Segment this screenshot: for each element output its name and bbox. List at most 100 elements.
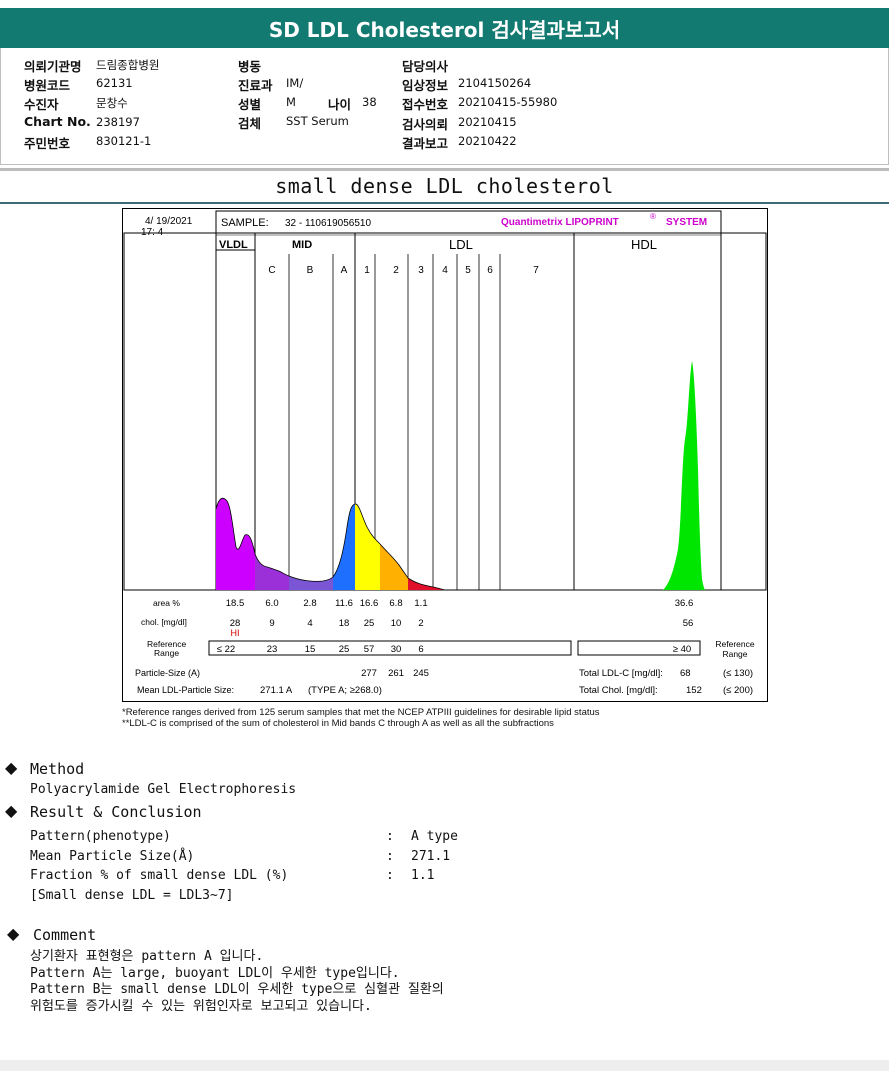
info-value: 238197 bbox=[96, 115, 140, 129]
total-chol-label: Total Chol. [mg/dl]: bbox=[579, 685, 658, 696]
row-label-ref: Reference bbox=[147, 639, 186, 649]
result-value: A type bbox=[411, 829, 458, 844]
ref-value: 25 bbox=[339, 644, 350, 655]
total-ldl-label: Total LDL-C [mg/dl]: bbox=[579, 668, 663, 679]
report-date: 4/ 19/2021 bbox=[145, 216, 193, 227]
band-label: 4 bbox=[442, 265, 448, 276]
comment-line: 위험도를 증가시킬 수 있는 위험인자로 보고되고 있습니다. bbox=[30, 999, 372, 1014]
area-value: 6.0 bbox=[265, 598, 278, 609]
sample-id: 32 - 110619056510 bbox=[285, 218, 371, 229]
mid-a-fill bbox=[333, 504, 355, 590]
result-heading: Result & Conclusion bbox=[30, 803, 202, 821]
comment-line: Pattern A는 large, buoyant LDL이 우세한 type입… bbox=[30, 966, 400, 981]
info-label: 결과보고 bbox=[402, 136, 449, 151]
band-label: 1 bbox=[364, 265, 370, 276]
comment-heading: Comment bbox=[33, 926, 97, 944]
comment-line: Pattern B는 small dense LDL이 우세한 type으로 심… bbox=[30, 982, 444, 997]
band-dividers bbox=[288, 254, 501, 590]
info-value: IM/ bbox=[286, 76, 304, 90]
divider bbox=[0, 202, 889, 204]
psize-value: 277 bbox=[361, 668, 377, 679]
footnote: **LDL-C is comprised of the sum of chole… bbox=[122, 718, 554, 729]
band-label: A bbox=[341, 265, 348, 276]
band-label: 5 bbox=[465, 265, 471, 276]
method-text: Polyacrylamide Gel Electrophoresis bbox=[30, 782, 297, 797]
band-group-hdl: HDL bbox=[631, 237, 657, 252]
hi-flag: HI bbox=[231, 628, 240, 638]
row-label-psize: Particle-Size (A) bbox=[135, 668, 200, 678]
patient-info-panel: 의뢰기관명 드림종합병원 병원코드 62131 수진자 문창수 Chart No… bbox=[0, 48, 889, 165]
comment-line: 상기환자 표현형은 pattern A 입니다. bbox=[30, 949, 264, 964]
info-value: 드림종합병원 bbox=[96, 58, 160, 72]
brand-name: Quantimetrix LIPOPRINT bbox=[501, 217, 619, 228]
chol-value: 9 bbox=[269, 618, 274, 629]
psize-value: 261 bbox=[388, 668, 404, 679]
info-label: 접수번호 bbox=[402, 97, 449, 112]
area-value-hdl: 36.6 bbox=[675, 598, 694, 609]
diamond-icon: ◆ bbox=[5, 758, 18, 777]
band-group-ldl: LDL bbox=[449, 237, 473, 252]
info-value: 38 bbox=[362, 95, 377, 109]
result-note: [Small dense LDL = LDL3~7] bbox=[30, 888, 234, 903]
ref-value-hdl: ≥ 40 bbox=[673, 644, 691, 655]
section-title: small dense LDL cholesterol bbox=[275, 174, 614, 198]
lipoprint-report: 4/ 19/2021 17: 4 SAMPLE: 32 - 1106190565… bbox=[122, 208, 768, 702]
area-value: 18.5 bbox=[226, 598, 245, 609]
total-ldl-value: 68 bbox=[680, 668, 691, 679]
area-value: 6.8 bbox=[389, 598, 402, 609]
lipoprint-graph: 4/ 19/2021 17: 4 SAMPLE: 32 - 1106190565… bbox=[123, 210, 767, 696]
ldl2-fill bbox=[380, 544, 408, 590]
band-label: B bbox=[307, 265, 314, 276]
result-value: 271.1 bbox=[411, 849, 451, 864]
chol-value: 28 bbox=[230, 618, 241, 629]
info-label: 병동 bbox=[238, 59, 262, 74]
band-label: 6 bbox=[487, 265, 493, 276]
info-label: 검체 bbox=[238, 116, 262, 131]
method-heading: Method bbox=[30, 760, 85, 778]
band-group-mid: MID bbox=[292, 239, 312, 251]
info-value: 62131 bbox=[96, 76, 133, 90]
result-value: 1.1 bbox=[411, 868, 435, 883]
total-chol-ref: (≤ 200) bbox=[723, 685, 753, 696]
info-label: 임상정보 bbox=[402, 78, 449, 93]
ref-range-box bbox=[208, 640, 572, 656]
total-chol-value: 152 bbox=[686, 685, 702, 696]
band-group-vldl: VLDL bbox=[219, 239, 248, 251]
area-value: 2.8 bbox=[303, 598, 316, 609]
info-label: 나이 bbox=[328, 97, 352, 112]
info-label: 의뢰기관명 bbox=[24, 59, 82, 74]
info-value: 20210415 bbox=[458, 115, 517, 129]
result-sep: : bbox=[386, 868, 394, 883]
ref-label-right: Reference bbox=[715, 639, 754, 649]
ref-value: 6 bbox=[418, 644, 423, 655]
chol-value-hdl: 56 bbox=[683, 618, 694, 629]
band-label: C bbox=[268, 265, 275, 276]
footnote: *Reference ranges derived from 125 serum… bbox=[122, 707, 600, 718]
info-label: 검사의뢰 bbox=[402, 117, 449, 132]
ref-value: 57 bbox=[364, 644, 375, 655]
info-value: SST Serum bbox=[286, 114, 349, 128]
diamond-icon: ◆ bbox=[5, 801, 18, 820]
chol-value: 25 bbox=[364, 618, 375, 629]
divider bbox=[0, 168, 889, 171]
report-title: SD LDL Cholesterol 검사결과보고서 bbox=[0, 8, 889, 48]
ref-value: ≤ 22 bbox=[217, 644, 235, 655]
area-value: 16.6 bbox=[360, 598, 379, 609]
result-label: Pattern(phenotype) bbox=[30, 829, 171, 844]
info-label: 진료과 bbox=[238, 78, 273, 93]
curve-outline bbox=[215, 497, 446, 591]
info-value: 830121-1 bbox=[96, 134, 152, 148]
info-value: 20210422 bbox=[458, 134, 517, 148]
info-value: 문창수 bbox=[96, 96, 128, 110]
ref-value: 15 bbox=[305, 644, 316, 655]
chol-value: 2 bbox=[418, 618, 423, 629]
mid-c-fill bbox=[255, 554, 289, 590]
chol-value: 18 bbox=[339, 618, 350, 629]
result-sep: : bbox=[386, 849, 394, 864]
row-label-area: area % bbox=[153, 598, 180, 608]
info-label: 성별 bbox=[238, 97, 262, 112]
area-value: 11.6 bbox=[335, 598, 353, 609]
total-ldl-ref: (≤ 130) bbox=[723, 668, 753, 679]
info-label: 병원코드 bbox=[24, 78, 71, 93]
diamond-icon: ◆ bbox=[7, 924, 20, 943]
